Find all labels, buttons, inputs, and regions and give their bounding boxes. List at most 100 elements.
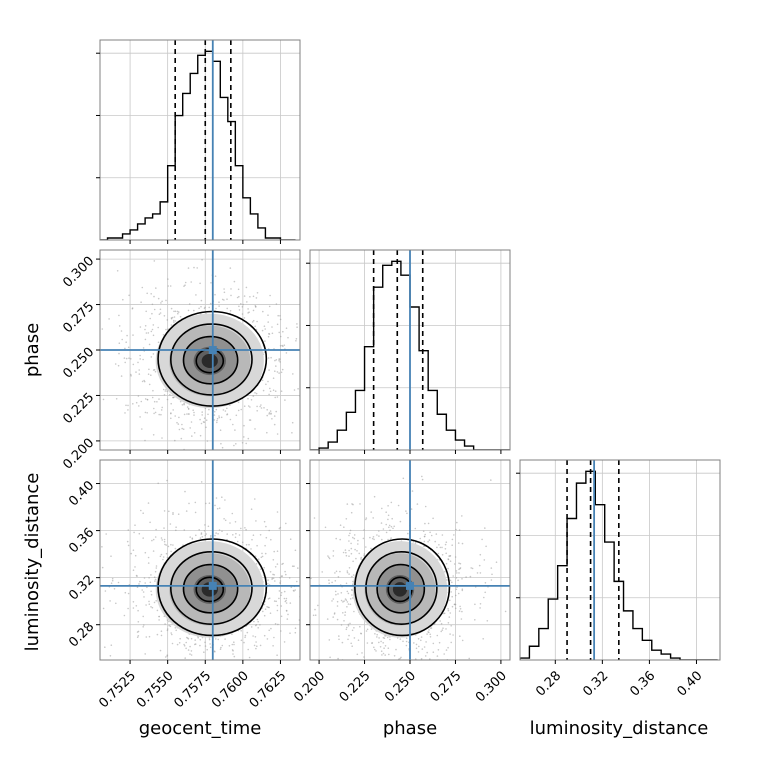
- sample-point: [152, 538, 155, 541]
- sample-point: [328, 557, 331, 560]
- sample-point: [483, 559, 486, 561]
- sample-point: [210, 534, 212, 537]
- sample-point: [391, 517, 394, 520]
- sample-point: [281, 368, 284, 371]
- sample-point: [270, 627, 272, 630]
- sample-point: [256, 405, 258, 408]
- sample-point: [163, 315, 166, 317]
- sample-point: [237, 401, 240, 404]
- sample-point: [146, 399, 149, 401]
- sample-point: [137, 609, 139, 612]
- sample-point: [417, 638, 420, 640]
- sample-point: [248, 311, 250, 314]
- sample-point: [334, 572, 336, 574]
- sample-point: [209, 646, 212, 649]
- sample-point: [286, 618, 289, 620]
- sample-point: [416, 503, 419, 505]
- sample-point: [174, 627, 177, 629]
- sample-point: [360, 558, 362, 560]
- density-region: [392, 582, 408, 597]
- sample-point: [220, 416, 223, 419]
- sample-point: [479, 607, 481, 609]
- sample-point: [338, 638, 340, 641]
- sample-point: [150, 356, 153, 358]
- sample-point: [259, 624, 261, 626]
- sample-point: [224, 410, 227, 412]
- sample-point: [257, 620, 260, 623]
- sample-point: [153, 308, 156, 311]
- sample-point: [124, 361, 126, 364]
- contour-line: [182, 335, 239, 385]
- sample-point: [406, 512, 408, 515]
- sample-point: [276, 433, 279, 435]
- sample-point: [125, 357, 128, 360]
- sample-point: [268, 597, 271, 599]
- sample-point: [243, 317, 246, 319]
- sample-point: [251, 538, 253, 541]
- sample-point: [262, 389, 265, 392]
- sample-point: [110, 555, 112, 557]
- sample-point: [382, 636, 385, 639]
- sample-point: [455, 528, 457, 531]
- sample-point: [458, 610, 461, 612]
- sample-point: [474, 619, 476, 621]
- sample-point: [483, 596, 485, 599]
- sample-point: [199, 644, 201, 647]
- sample-point: [263, 325, 266, 328]
- sample-point: [276, 323, 279, 326]
- sample-point: [144, 328, 146, 331]
- sample-point: [231, 512, 234, 515]
- panel-luminosity-distance-vs-geocent-time: [96, 459, 301, 664]
- sample-point: [346, 571, 349, 574]
- sample-point: [234, 429, 236, 431]
- sample-point: [459, 562, 462, 565]
- sample-point: [191, 435, 193, 437]
- sample-point: [268, 629, 271, 632]
- sample-point: [165, 544, 167, 546]
- sample-point: [140, 301, 142, 304]
- sample-point: [356, 550, 358, 552]
- sample-point: [127, 607, 129, 610]
- sample-point: [135, 371, 137, 373]
- sample-point: [387, 647, 390, 649]
- sample-point: [347, 625, 350, 627]
- sample-point: [429, 531, 431, 534]
- sample-point: [153, 407, 155, 410]
- sample-point: [264, 552, 267, 555]
- sample-point: [486, 620, 489, 622]
- sample-point: [238, 295, 240, 298]
- sample-point: [255, 392, 258, 395]
- sample-point: [154, 536, 157, 538]
- sample-point: [224, 638, 226, 640]
- sample-point: [370, 547, 372, 550]
- sample-point: [155, 287, 157, 289]
- sample-point: [344, 614, 346, 616]
- sample-point: [259, 534, 262, 536]
- sample-point: [229, 418, 232, 421]
- sample-point: [118, 325, 121, 327]
- sample-point: [148, 635, 151, 638]
- sample-point: [415, 643, 418, 646]
- sample-point: [175, 529, 177, 532]
- sample-point: [378, 641, 380, 644]
- sample-point: [174, 415, 176, 417]
- sample-point: [346, 601, 349, 603]
- sample-point: [347, 603, 350, 605]
- sample-point: [450, 591, 452, 593]
- sample-point: [151, 396, 154, 399]
- sample-point: [485, 545, 487, 548]
- sample-point: [395, 648, 397, 651]
- sample-point: [349, 603, 352, 606]
- sample-point: [444, 543, 447, 546]
- sample-point: [436, 546, 438, 549]
- sample-point: [253, 644, 256, 647]
- sample-point: [430, 627, 433, 629]
- sample-point: [363, 554, 365, 557]
- sample-point: [363, 553, 366, 555]
- sample-point: [215, 408, 218, 411]
- sample-point: [420, 639, 422, 642]
- sample-point: [180, 437, 183, 440]
- sample-point: [123, 357, 126, 359]
- sample-point: [440, 622, 443, 625]
- sample-point: [276, 550, 279, 552]
